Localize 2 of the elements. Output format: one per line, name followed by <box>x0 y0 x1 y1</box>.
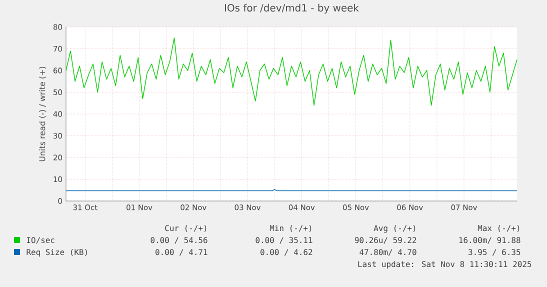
line-series <box>66 38 518 106</box>
chart-title: IOs for /dev/md1 - by week <box>225 4 359 14</box>
